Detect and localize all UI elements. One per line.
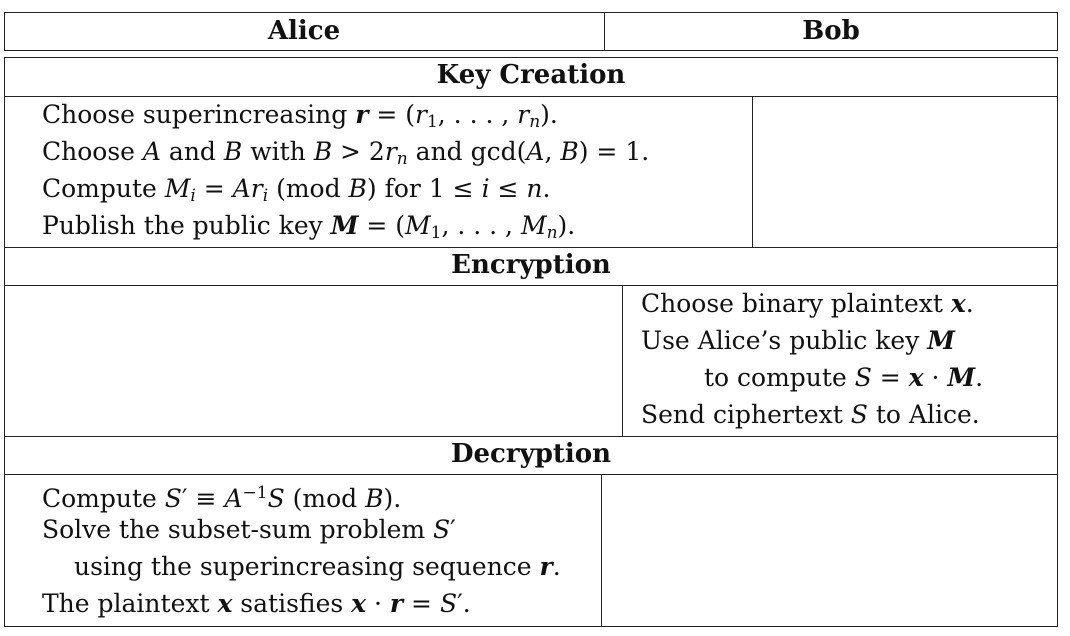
divider [4, 285, 1058, 286]
key-creation-line-1: Choose superincreasing r = (r1, . . . , … [42, 100, 558, 132]
encryption-line-2: Use Alice’s public key M [641, 326, 955, 355]
encryption-line-1: Choose binary plaintext x. [641, 289, 974, 318]
section-title-key-creation: Key Creation [436, 60, 626, 90]
decryption-line-3: using the superincreasing sequence r. [74, 552, 561, 581]
header-alice: Alice [267, 16, 341, 46]
header-bob: Bob [802, 16, 860, 46]
divider [4, 474, 1058, 475]
column-divider [752, 96, 753, 247]
column-divider [601, 474, 602, 627]
section-title-encryption: Encryption [451, 250, 611, 280]
key-creation-line-4: Publish the public key M = (M1, . . . , … [42, 211, 576, 243]
divider [4, 96, 1058, 97]
protocol-table [4, 57, 1058, 627]
key-creation-line-2: Choose A and B with B > 2rn and gcd(A, B… [42, 137, 650, 169]
section-title-decryption: Decryption [450, 439, 612, 469]
divider [4, 247, 1058, 248]
decryption-line-1: Compute S′ ≡ A−1S (mod B). [42, 483, 402, 513]
encryption-line-3: to compute S = x · M. [704, 363, 984, 392]
decryption-line-2: Solve the subset-sum problem S′ [42, 515, 456, 544]
header-table [4, 12, 1058, 51]
encryption-line-4: Send ciphertext S to Alice. [641, 400, 980, 429]
decryption-line-4: The plaintext x satisfies x · r = S′. [42, 589, 471, 618]
key-creation-line-3: Compute Mi = Ari (mod B) for 1 ≤ i ≤ n. [42, 174, 551, 206]
column-divider [622, 285, 623, 436]
divider [4, 436, 1058, 437]
header-divider [604, 12, 605, 51]
